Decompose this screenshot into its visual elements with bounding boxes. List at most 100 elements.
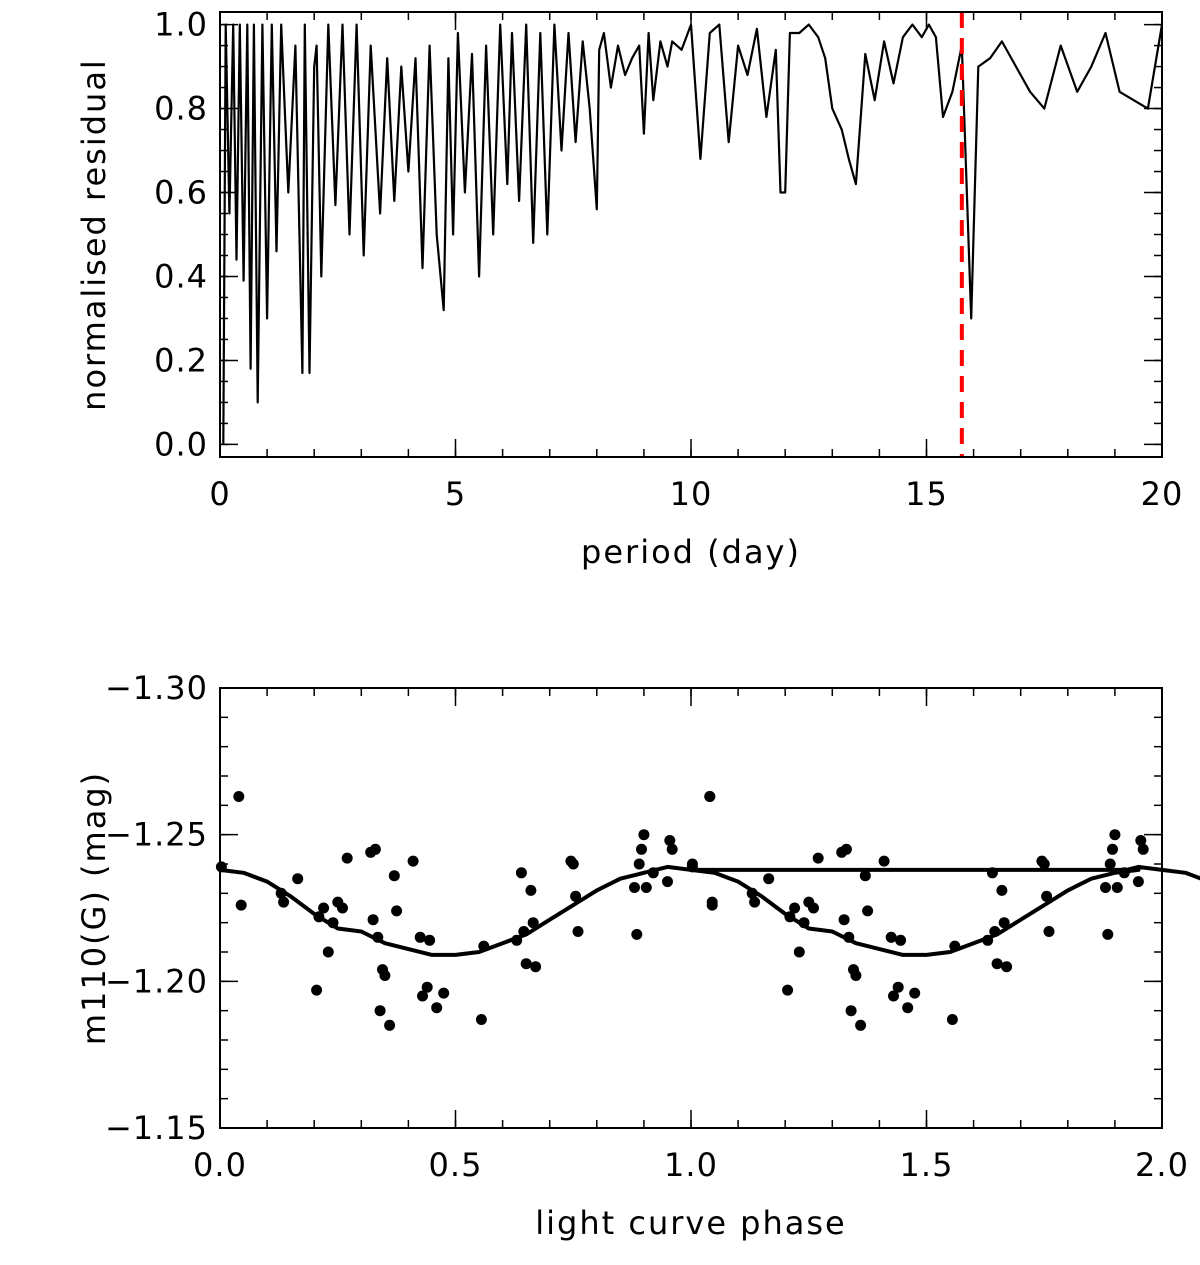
observation-point <box>666 843 678 855</box>
periodogram-y-tick-label: 0.6 <box>154 174 208 212</box>
observation-point <box>388 870 400 882</box>
observation-point <box>850 970 862 981</box>
observation-point <box>369 843 381 855</box>
light-curve-y-tick-labels: −1.15 −1.20 −1.25 −1.30 <box>105 669 208 1147</box>
observation-point <box>292 873 304 885</box>
light-curve-panel: −1.15 −1.20 −1.25 −1.30 0.0 0.5 1.0 1.5 2.0 lig… <box>75 669 1200 1242</box>
observation-point <box>782 984 794 996</box>
observation-point <box>431 1002 443 1014</box>
light-curve-x-axis-title: light curve phase <box>535 1204 846 1242</box>
observation-point <box>527 917 539 929</box>
observation-point <box>629 882 640 893</box>
periodogram-x-tick-label: 15 <box>905 475 948 513</box>
observation-point <box>1100 882 1111 893</box>
sinusoid-fit-line <box>219 864 1200 957</box>
observation-point <box>367 914 379 926</box>
periodogram-x-tick-label: 5 <box>445 475 466 513</box>
observation-point <box>414 931 426 943</box>
observation-point <box>859 870 871 882</box>
observation-point <box>946 1014 958 1025</box>
observation-point <box>862 905 874 917</box>
periodogram-y-tick-label: 0.0 <box>154 425 208 463</box>
observation-point <box>478 940 490 952</box>
observation-point <box>631 928 643 940</box>
light-curve-y-tick-label: −1.30 <box>105 669 208 707</box>
observation-point <box>379 970 391 981</box>
observation-point <box>1111 882 1123 893</box>
observation-point <box>322 946 334 958</box>
observation-point <box>417 990 428 1002</box>
observation-point <box>311 984 323 996</box>
light-curve-x-tick-label: 0.5 <box>429 1146 483 1184</box>
observation-point <box>855 1019 867 1031</box>
observation-point <box>647 867 659 879</box>
observation-point <box>567 858 579 870</box>
observation-point <box>798 917 810 929</box>
observation-point <box>982 934 994 946</box>
periodogram-y-axis-title: normalised residual <box>75 58 113 411</box>
observation-point <box>341 852 353 864</box>
observation-point <box>949 940 961 952</box>
observation-point <box>902 1002 914 1014</box>
observation-point <box>233 791 245 802</box>
observation-point <box>520 958 532 970</box>
periodogram-y-tick-label: 0.8 <box>154 90 208 128</box>
observation-point <box>638 829 650 841</box>
observation-point <box>633 858 645 870</box>
periodogram-x-tick-label: 20 <box>1141 475 1184 513</box>
observation-point <box>996 884 1008 896</box>
observation-point <box>530 961 542 973</box>
observation-point <box>337 902 348 914</box>
observation-point <box>843 931 855 943</box>
periodogram-y-tick-label: 0.4 <box>154 257 208 295</box>
observation-point <box>525 884 537 896</box>
observation-point <box>895 934 907 946</box>
observation-point <box>384 1019 396 1031</box>
observation-point <box>636 843 647 855</box>
observation-point <box>1104 858 1116 870</box>
observation-point <box>1041 890 1053 902</box>
observation-point <box>749 896 761 908</box>
periodogram-series-line <box>222 23 1164 445</box>
periodogram-y-tick-label: 0.2 <box>154 341 208 379</box>
observation-point <box>686 861 698 873</box>
observation-point <box>438 987 450 999</box>
observation-point <box>1038 858 1050 870</box>
observation-point <box>706 899 718 911</box>
observation-point <box>515 867 527 879</box>
observation-point <box>845 1005 857 1017</box>
observation-point <box>986 867 998 879</box>
observation-point <box>878 855 890 867</box>
periodogram-y-tick-labels: 0.0 0.2 0.4 0.6 0.8 1.0 <box>154 6 208 464</box>
light-curve-x-tick-labels: 0.0 0.5 1.0 1.5 2.0 <box>193 1146 1188 1184</box>
observation-point <box>511 934 523 946</box>
observation-point <box>789 902 801 914</box>
light-curve-y-tick-label: −1.25 <box>105 816 208 854</box>
observation-point <box>888 990 899 1002</box>
observation-point <box>989 926 1001 937</box>
light-curve-plot-frame <box>219 687 1163 1129</box>
periodogram-x-tick-label: 0 <box>209 475 230 513</box>
observation-point <box>784 911 796 923</box>
observation-point <box>327 917 339 929</box>
periodogram-y-tick-label: 1.0 <box>154 6 208 44</box>
observation-point <box>1135 835 1147 846</box>
observation-point <box>424 934 436 946</box>
observation-point <box>763 873 775 885</box>
observation-point <box>278 896 290 908</box>
observation-point <box>372 931 384 943</box>
light-curve-y-tick-label: −1.20 <box>105 962 208 1000</box>
observation-point <box>640 882 652 893</box>
observation-point <box>313 911 325 923</box>
observation-point <box>1001 961 1013 973</box>
observation-point <box>235 899 247 911</box>
observation-point <box>391 905 403 917</box>
observation-point <box>998 917 1010 929</box>
observation-point <box>812 852 824 864</box>
observation-point <box>572 926 584 937</box>
observation-point <box>318 902 330 914</box>
observation-point <box>1109 829 1121 841</box>
observation-point <box>1043 926 1055 937</box>
observation-point <box>275 887 287 899</box>
